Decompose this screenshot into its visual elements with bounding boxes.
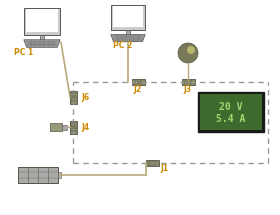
Bar xyxy=(50,123,62,131)
Text: 5.4 A: 5.4 A xyxy=(216,114,246,124)
Text: J2: J2 xyxy=(133,85,141,94)
Bar xyxy=(58,172,61,178)
Bar xyxy=(200,94,262,130)
Bar xyxy=(69,91,76,103)
Bar xyxy=(132,79,144,85)
Bar xyxy=(62,124,67,129)
Bar xyxy=(113,6,143,27)
Circle shape xyxy=(187,46,195,54)
Bar xyxy=(181,79,195,85)
Bar xyxy=(18,167,58,183)
Text: J4: J4 xyxy=(81,123,89,132)
Text: PC 1: PC 1 xyxy=(14,48,33,57)
Bar xyxy=(69,120,76,134)
Bar xyxy=(198,92,264,132)
Bar xyxy=(26,9,58,32)
Text: J3: J3 xyxy=(183,85,191,94)
Text: J6: J6 xyxy=(81,92,89,101)
Text: PC 2: PC 2 xyxy=(113,41,132,50)
Bar xyxy=(126,30,130,34)
Polygon shape xyxy=(24,40,60,47)
Text: 20 V: 20 V xyxy=(219,102,243,112)
Bar xyxy=(111,5,145,30)
Bar xyxy=(24,8,60,35)
Circle shape xyxy=(178,43,198,63)
Text: J1: J1 xyxy=(160,164,168,173)
Polygon shape xyxy=(111,34,145,42)
Bar xyxy=(40,35,44,40)
Bar xyxy=(146,160,158,166)
